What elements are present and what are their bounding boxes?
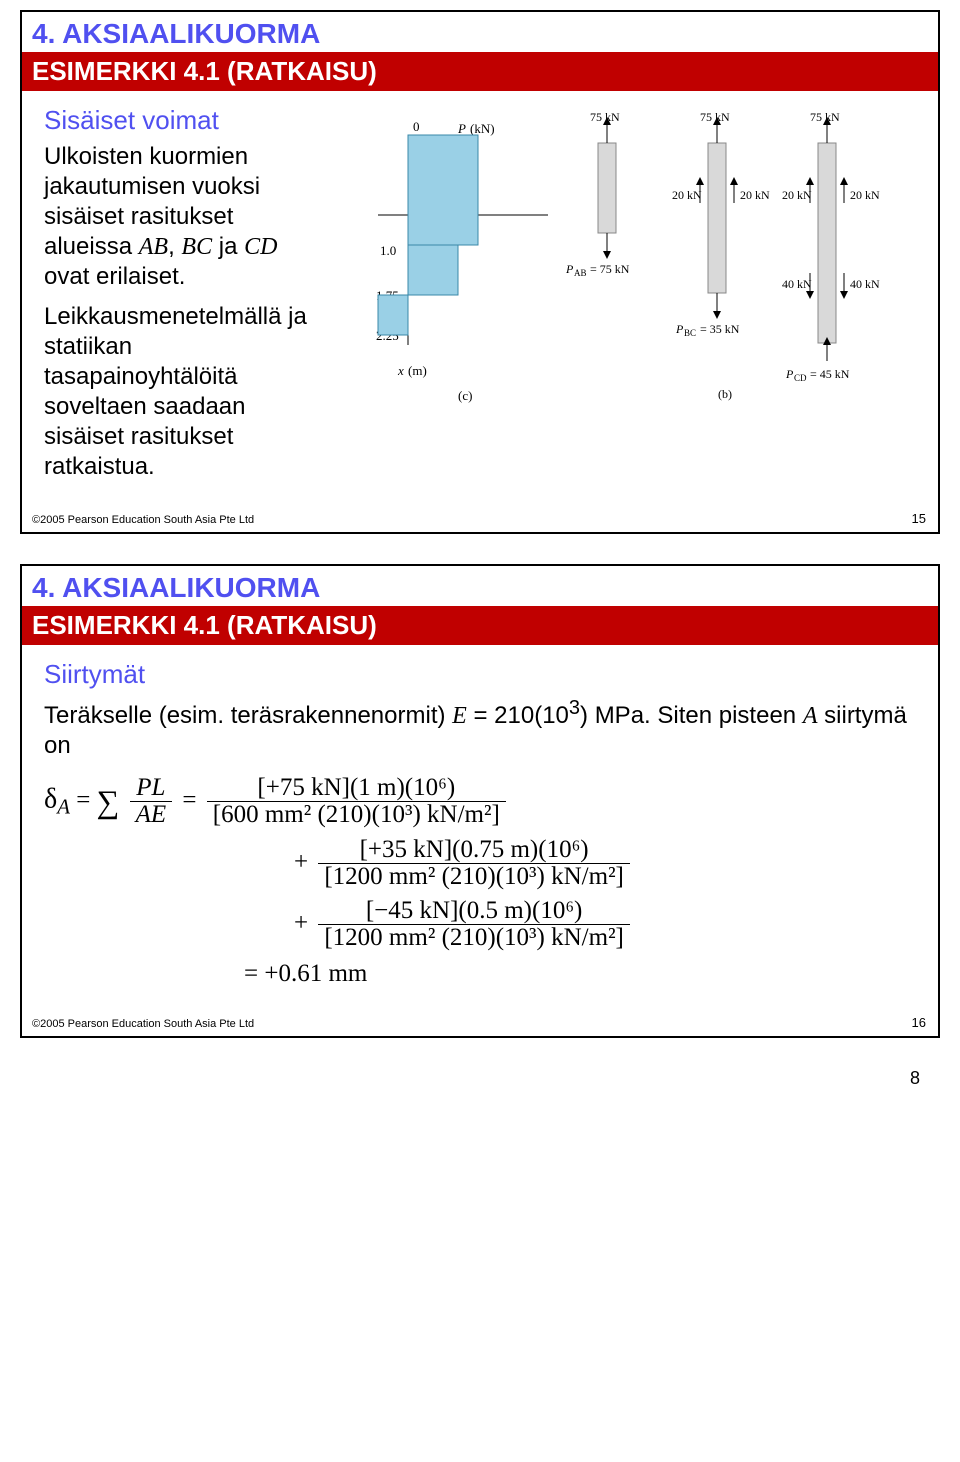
delta-sub: A	[57, 794, 70, 818]
svg-text:BC: BC	[684, 328, 696, 338]
svg-text:x: x	[397, 363, 404, 378]
svg-text:20 kN: 20 kN	[672, 188, 702, 202]
chapter-title-bar-2: 4. AKSIAALIKUORMA	[22, 566, 938, 604]
chapter-title-2: 4. AKSIAALIKUORMA	[32, 572, 320, 603]
chapter-title: 4. AKSIAALIKUORMA	[32, 18, 320, 49]
formula-block: δA = ∑ PL AE = [+75 kN](1 m)(10⁶) [600 m…	[44, 775, 916, 988]
svg-text:CD: CD	[794, 373, 807, 383]
svg-text:1.0: 1.0	[380, 243, 396, 258]
diagram-svg: 0 1.0 1.75 2.25 P (kN) 75 35 -45	[338, 105, 898, 405]
s2-E: E	[452, 703, 467, 729]
s2-A: A	[803, 703, 818, 729]
para1-c: ja	[212, 233, 244, 260]
s2-sup: 3	[569, 697, 580, 719]
svg-text:20 kN: 20 kN	[740, 188, 770, 202]
example-title-bar: ESIMERKKI 4.1 (RATKAISU)	[22, 52, 938, 91]
svg-text:= 75 kN: = 75 kN	[590, 262, 630, 276]
svg-text:0: 0	[413, 119, 420, 134]
section-head-2: Siirtymät	[44, 659, 916, 690]
outer-page-number: 8	[0, 1068, 920, 1089]
s2-eq: = 210(10	[467, 702, 569, 729]
svg-text:40 kN: 40 kN	[850, 277, 880, 291]
copyright-2: ©2005 Pearson Education South Asia Pte L…	[32, 1018, 254, 1030]
svg-text:P: P	[675, 322, 684, 336]
example-title-bar-2: ESIMERKKI 4.1 (RATKAISU)	[22, 606, 938, 645]
para1-bc: BC	[181, 234, 212, 260]
para1-cd: CD	[244, 234, 277, 260]
svg-text:P: P	[565, 262, 574, 276]
svg-text:(kN): (kN)	[470, 121, 495, 136]
para1-b: ,	[168, 233, 181, 260]
t3-num: [−45 kN](0.5 m)(10⁶)	[318, 898, 630, 925]
svg-text:75 kN: 75 kN	[700, 110, 730, 124]
section-head: Sisäiset voimat	[44, 105, 324, 136]
copyright: ©2005 Pearson Education South Asia Pte L…	[32, 514, 254, 526]
svg-text:AB: AB	[574, 268, 587, 278]
slide-2: 4. AKSIAALIKUORMA ESIMERKKI 4.1 (RATKAIS…	[20, 564, 940, 1038]
svg-text:40 kN: 40 kN	[782, 277, 812, 291]
example-title-2: ESIMERKKI 4.1 (RATKAISU)	[32, 610, 377, 640]
svg-text:75 kN: 75 kN	[810, 110, 840, 124]
example-title: ESIMERKKI 4.1 (RATKAISU)	[32, 56, 377, 86]
slide1-content: Sisäiset voimat Ulkoisten kuormien jakau…	[22, 91, 938, 532]
svg-text:= 45 kN: = 45 kN	[810, 367, 850, 381]
svg-text:= 35 kN: = 35 kN	[700, 322, 740, 336]
svg-text:20 kN: 20 kN	[850, 188, 880, 202]
svg-text:(m): (m)	[408, 363, 427, 378]
chapter-title-bar: 4. AKSIAALIKUORMA	[22, 12, 938, 50]
slide-page-number-2: 16	[912, 1015, 926, 1030]
svg-text:(b): (b)	[718, 387, 732, 401]
slide2-content: Siirtymät Teräkselle (esim. teräsrakenne…	[22, 645, 938, 1036]
para-s2: Teräkselle (esim. teräsrakennenormit) E …	[44, 696, 916, 761]
svg-text:(c): (c)	[458, 388, 472, 403]
svg-text:P: P	[785, 367, 794, 381]
svg-text:20 kN: 20 kN	[782, 188, 812, 202]
t3-den: [1200 mm² (210)(10³) kN/m²]	[318, 925, 630, 951]
para1: Ulkoisten kuormien jakautumisen vuoksi s…	[44, 142, 324, 292]
diagram-area: 0 1.0 1.75 2.25 P (kN) 75 35 -45	[338, 105, 916, 492]
svg-text:75 kN: 75 kN	[590, 110, 620, 124]
s2-b: ) MPa. Siten pisteen	[580, 702, 803, 729]
frac-AE: AE	[130, 802, 173, 828]
t1-num: [+75 kN](1 m)(10⁶)	[207, 775, 506, 802]
slide-1: 4. AKSIAALIKUORMA ESIMERKKI 4.1 (RATKAIS…	[20, 10, 940, 534]
para1-ab: AB	[139, 234, 168, 260]
t2-num: [+35 kN](0.75 m)(10⁶)	[318, 837, 630, 864]
t2-den: [1200 mm² (210)(10³) kN/m²]	[318, 864, 630, 890]
slide-page-number: 15	[912, 511, 926, 526]
para2: Leikkausmenetelmällä ja statiikan tasapa…	[44, 302, 324, 482]
para1-d: ovat erilaiset.	[44, 263, 185, 290]
formula-result: = +0.61 mm	[244, 960, 916, 988]
s2-a: Teräkselle (esim. teräsrakennenormit)	[44, 702, 452, 729]
t1-den: [600 mm² (210)(10³) kN/m²]	[207, 802, 506, 828]
frac-PL: PL	[130, 775, 173, 802]
svg-text:P: P	[457, 121, 466, 136]
